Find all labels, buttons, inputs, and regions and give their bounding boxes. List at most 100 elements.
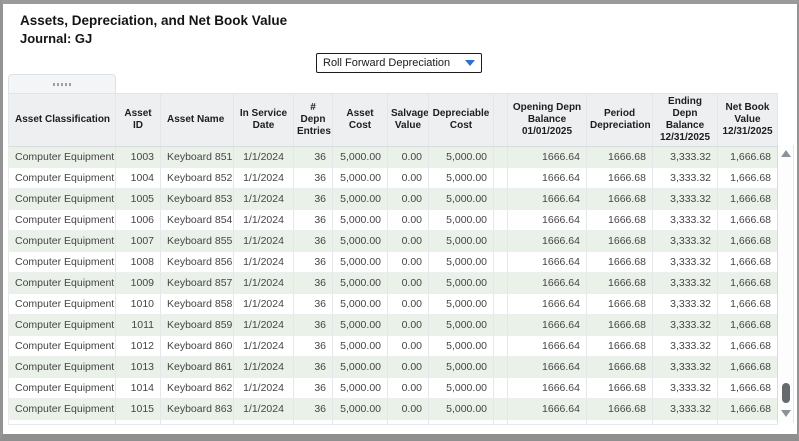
table-cell: Computer Equipment — [8, 167, 116, 189]
column-header[interactable]: In Service Date — [233, 93, 294, 147]
table-row: Computer Equipment 1011 Keyboard 859 1/1/20… — [8, 314, 778, 336]
depreciation-view-select[interactable]: Roll Forward Depreciation — [316, 53, 482, 73]
table-cell: Keyboard 856 — [160, 251, 234, 273]
table-cell: 1004 — [115, 167, 161, 189]
table-cell: Keyboard 854 — [160, 209, 234, 231]
table-cell: Computer Equipment — [8, 314, 116, 336]
table-row: Computer Equipment 1014 Keyboard 862 1/1/20… — [8, 377, 778, 399]
table-row: Computer Equipment 1006 Keyboard 854 1/1/20… — [8, 209, 778, 231]
table-cell — [8, 419, 116, 425]
vertical-scrollbar[interactable] — [777, 145, 794, 423]
table-cell: 1666.64 — [507, 335, 587, 357]
table-cell: 5,000.00 — [428, 335, 494, 357]
column-header[interactable]: Depreciable Cost — [428, 93, 494, 147]
table-cell: 5,000.00 — [332, 188, 388, 210]
table-cell: Computer Equipment — [8, 251, 116, 273]
table-cell: 36 — [293, 335, 333, 357]
column-header[interactable]: Asset ID — [115, 93, 161, 147]
column-header[interactable]: # Depn Entries — [293, 93, 333, 147]
table-cell: 3,333.32 — [652, 398, 718, 420]
table-cell: 1,666.68 — [717, 293, 778, 315]
column-header[interactable]: Asset Classification — [8, 93, 116, 147]
table-row: Computer Equipment 1015 Keyboard 863 1/1/20… — [8, 398, 778, 420]
table-cell: 1,666.68 — [717, 209, 778, 231]
column-header[interactable]: Asset Name — [160, 93, 234, 147]
table-cell: 0.00 — [387, 293, 429, 315]
table-cell: 1003 — [115, 146, 161, 168]
table-cell: 5,000.00 — [332, 335, 388, 357]
table-cell — [387, 419, 429, 425]
table-cell — [586, 419, 653, 425]
region-drag-tab[interactable] — [8, 74, 116, 94]
table-cell: 5,000.00 — [428, 209, 494, 231]
table-cell: 0.00 — [387, 188, 429, 210]
table-cell: 0.00 — [387, 230, 429, 252]
table-cell — [160, 419, 234, 425]
table-cell: 1666.64 — [507, 188, 587, 210]
table-cell: 5,000.00 — [332, 398, 388, 420]
table-cell: 1013 — [115, 356, 161, 378]
column-header[interactable]: Opening Depn Balance 01/01/2025 — [507, 93, 587, 147]
table-cell — [493, 251, 508, 273]
table-cell: 5,000.00 — [428, 251, 494, 273]
table-cell: Computer Equipment — [8, 230, 116, 252]
table-row: Computer Equipment 1010 Keyboard 858 1/1/20… — [8, 293, 778, 315]
table-cell: 1,666.68 — [717, 377, 778, 399]
table-cell: 36 — [293, 209, 333, 231]
depreciation-view-selected-value: Roll Forward Depreciation — [323, 57, 451, 69]
table-cell: 1011 — [115, 314, 161, 336]
column-header[interactable]: Asset Cost — [332, 93, 388, 147]
scroll-down-arrow-icon[interactable] — [781, 410, 791, 418]
table-cell: 1/1/2024 — [233, 251, 294, 273]
table-cell: 0.00 — [387, 335, 429, 357]
column-header[interactable]: Ending Depn Balance 12/31/2025 — [652, 93, 718, 147]
table-cell: 3,333.32 — [652, 167, 718, 189]
table-cell — [332, 419, 388, 425]
table-cell: 36 — [293, 356, 333, 378]
table-cell: 3,333.32 — [652, 188, 718, 210]
table-cell: 1006 — [115, 209, 161, 231]
table-cell: 1005 — [115, 188, 161, 210]
table-cell: Computer Equipment — [8, 377, 116, 399]
table-cell: 1,666.68 — [717, 146, 778, 168]
table-cell — [493, 377, 508, 399]
table-cell: Computer Equipment — [8, 398, 116, 420]
column-header[interactable]: Net Book Value 12/31/2025 — [717, 93, 778, 147]
table-cell: 1666.64 — [507, 377, 587, 399]
table-cell: 36 — [293, 377, 333, 399]
table-cell — [233, 419, 294, 425]
table-cell: Keyboard 862 — [160, 377, 234, 399]
table-cell: 5,000.00 — [428, 398, 494, 420]
table-cell: 1666.68 — [586, 398, 653, 420]
table-cell: 1666.64 — [507, 251, 587, 273]
column-header[interactable]: Salvage Value — [387, 93, 429, 147]
table-cell: Computer Equipment — [8, 188, 116, 210]
table-cell — [493, 293, 508, 315]
table-cell: 1666.68 — [586, 230, 653, 252]
table-cell — [493, 314, 508, 336]
table-row: Computer Equipment 1007 Keyboard 855 1/1/20… — [8, 230, 778, 252]
table-cell: Keyboard 857 — [160, 272, 234, 294]
table-cell — [493, 167, 508, 189]
table-cell: 36 — [293, 251, 333, 273]
table-row: Computer Equipment 1003 Keyboard 851 1/1/20… — [8, 146, 778, 168]
column-header[interactable]: Period Depreciation — [586, 93, 653, 147]
table-row: Computer Equipment 1013 Keyboard 861 1/1/20… — [8, 356, 778, 378]
table-cell — [717, 419, 778, 425]
asset-table: Asset Classification Asset ID Asset Name In… — [8, 93, 778, 425]
table-cell: 36 — [293, 272, 333, 294]
chevron-down-icon — [465, 60, 475, 66]
table-cell: 5,000.00 — [428, 293, 494, 315]
table-cell: 1666.64 — [507, 398, 587, 420]
scrollbar-thumb[interactable] — [782, 383, 790, 403]
table-cell: 1007 — [115, 230, 161, 252]
scroll-up-arrow-icon[interactable] — [781, 150, 791, 158]
table-cell: 3,333.32 — [652, 272, 718, 294]
table-cell: 5,000.00 — [332, 293, 388, 315]
table-cell: 0.00 — [387, 146, 429, 168]
table-cell: 0.00 — [387, 377, 429, 399]
table-cell: 1666.68 — [586, 167, 653, 189]
table-cell — [493, 209, 508, 231]
page-title: Assets, Depreciation, and Net Book Value — [20, 13, 288, 28]
